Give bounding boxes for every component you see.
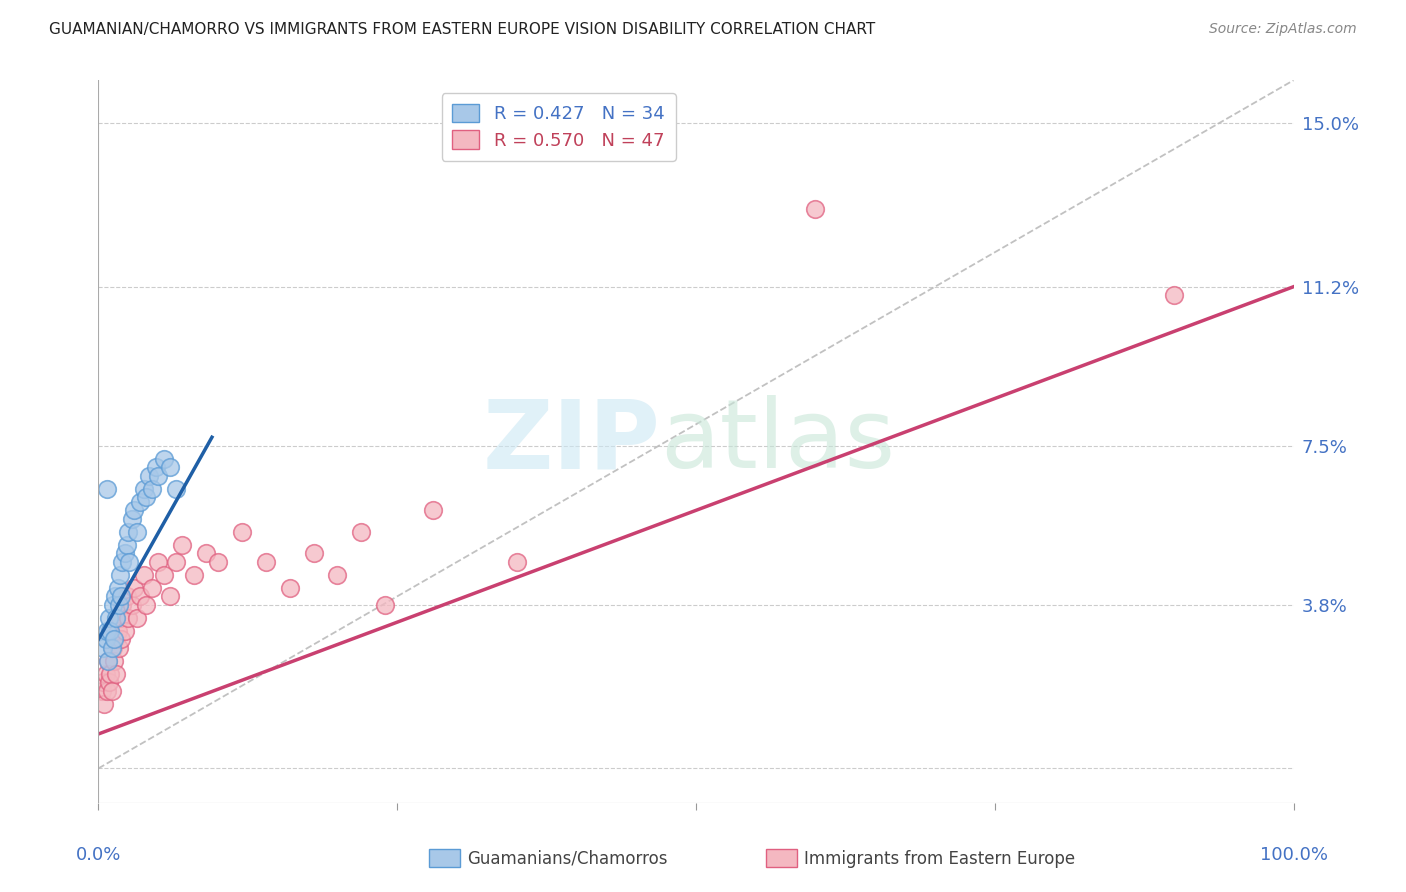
- Point: [103, 654, 125, 668]
- Point: [110, 590, 132, 604]
- Point: [124, 581, 146, 595]
- Text: atlas: atlas: [661, 395, 896, 488]
- Text: Guamanians/Chamorros: Guamanians/Chamorros: [467, 850, 668, 868]
- Point: [94, 632, 117, 647]
- Point: [100, 640, 122, 655]
- Text: GUAMANIAN/CHAMORRO VS IMMIGRANTS FROM EASTERN EUROPE VISION DISABILITY CORRELATI: GUAMANIAN/CHAMORRO VS IMMIGRANTS FROM EA…: [49, 22, 876, 37]
- Point: [159, 460, 181, 475]
- Point: [94, 666, 117, 681]
- Point: [135, 598, 157, 612]
- Point: [135, 491, 157, 505]
- Point: [111, 555, 134, 569]
- Point: [118, 555, 141, 569]
- Point: [117, 524, 139, 539]
- Point: [121, 598, 143, 612]
- Point: [138, 469, 160, 483]
- Point: [1163, 288, 1185, 302]
- Point: [125, 611, 148, 625]
- Point: [96, 624, 118, 638]
- Point: [278, 581, 301, 595]
- Point: [108, 567, 131, 582]
- Point: [97, 654, 120, 668]
- Point: [153, 451, 176, 466]
- Point: [129, 494, 152, 508]
- Point: [114, 546, 136, 560]
- Point: [101, 598, 124, 612]
- Point: [105, 666, 128, 681]
- Point: [107, 624, 129, 638]
- Point: [254, 555, 277, 569]
- Point: [107, 581, 129, 595]
- Point: [98, 611, 121, 625]
- Point: [110, 632, 132, 647]
- Point: [100, 684, 122, 698]
- Point: [103, 632, 125, 647]
- Point: [231, 524, 253, 539]
- Point: [141, 581, 163, 595]
- Point: [132, 482, 155, 496]
- Point: [115, 538, 138, 552]
- Point: [165, 482, 187, 496]
- Legend: R = 0.427   N = 34, R = 0.570   N = 47: R = 0.427 N = 34, R = 0.570 N = 47: [441, 93, 675, 161]
- Point: [148, 469, 170, 483]
- Text: 0.0%: 0.0%: [76, 846, 121, 863]
- Point: [104, 632, 127, 647]
- Point: [117, 611, 139, 625]
- Point: [422, 503, 444, 517]
- Point: [91, 675, 114, 690]
- Point: [107, 640, 129, 655]
- Point: [159, 590, 181, 604]
- Point: [350, 524, 373, 539]
- Point: [148, 555, 170, 569]
- Point: [98, 624, 122, 638]
- Text: Source: ZipAtlas.com: Source: ZipAtlas.com: [1209, 22, 1357, 37]
- Point: [165, 555, 187, 569]
- Point: [125, 524, 148, 539]
- Point: [172, 538, 194, 552]
- Point: [302, 546, 325, 560]
- Point: [98, 675, 121, 690]
- Point: [153, 567, 176, 582]
- Point: [115, 590, 138, 604]
- Point: [105, 611, 128, 625]
- Point: [804, 202, 827, 217]
- Point: [93, 697, 115, 711]
- Text: 100.0%: 100.0%: [1260, 846, 1327, 863]
- Point: [121, 512, 143, 526]
- Point: [107, 598, 129, 612]
- Point: [141, 482, 163, 496]
- Point: [97, 654, 120, 668]
- Point: [183, 567, 205, 582]
- Text: Immigrants from Eastern Europe: Immigrants from Eastern Europe: [804, 850, 1076, 868]
- Point: [104, 590, 127, 604]
- Point: [145, 460, 167, 475]
- Point: [108, 611, 131, 625]
- Point: [374, 598, 396, 612]
- Point: [91, 640, 114, 655]
- Point: [101, 640, 124, 655]
- Point: [91, 684, 114, 698]
- Point: [96, 684, 118, 698]
- Point: [195, 546, 218, 560]
- Point: [207, 555, 229, 569]
- Text: ZIP: ZIP: [482, 395, 661, 488]
- Point: [96, 482, 118, 496]
- Point: [506, 555, 529, 569]
- Point: [124, 503, 146, 517]
- Point: [111, 598, 134, 612]
- Point: [129, 590, 152, 604]
- Point: [132, 567, 155, 582]
- Point: [98, 666, 122, 681]
- Point: [326, 567, 349, 582]
- Point: [114, 624, 136, 638]
